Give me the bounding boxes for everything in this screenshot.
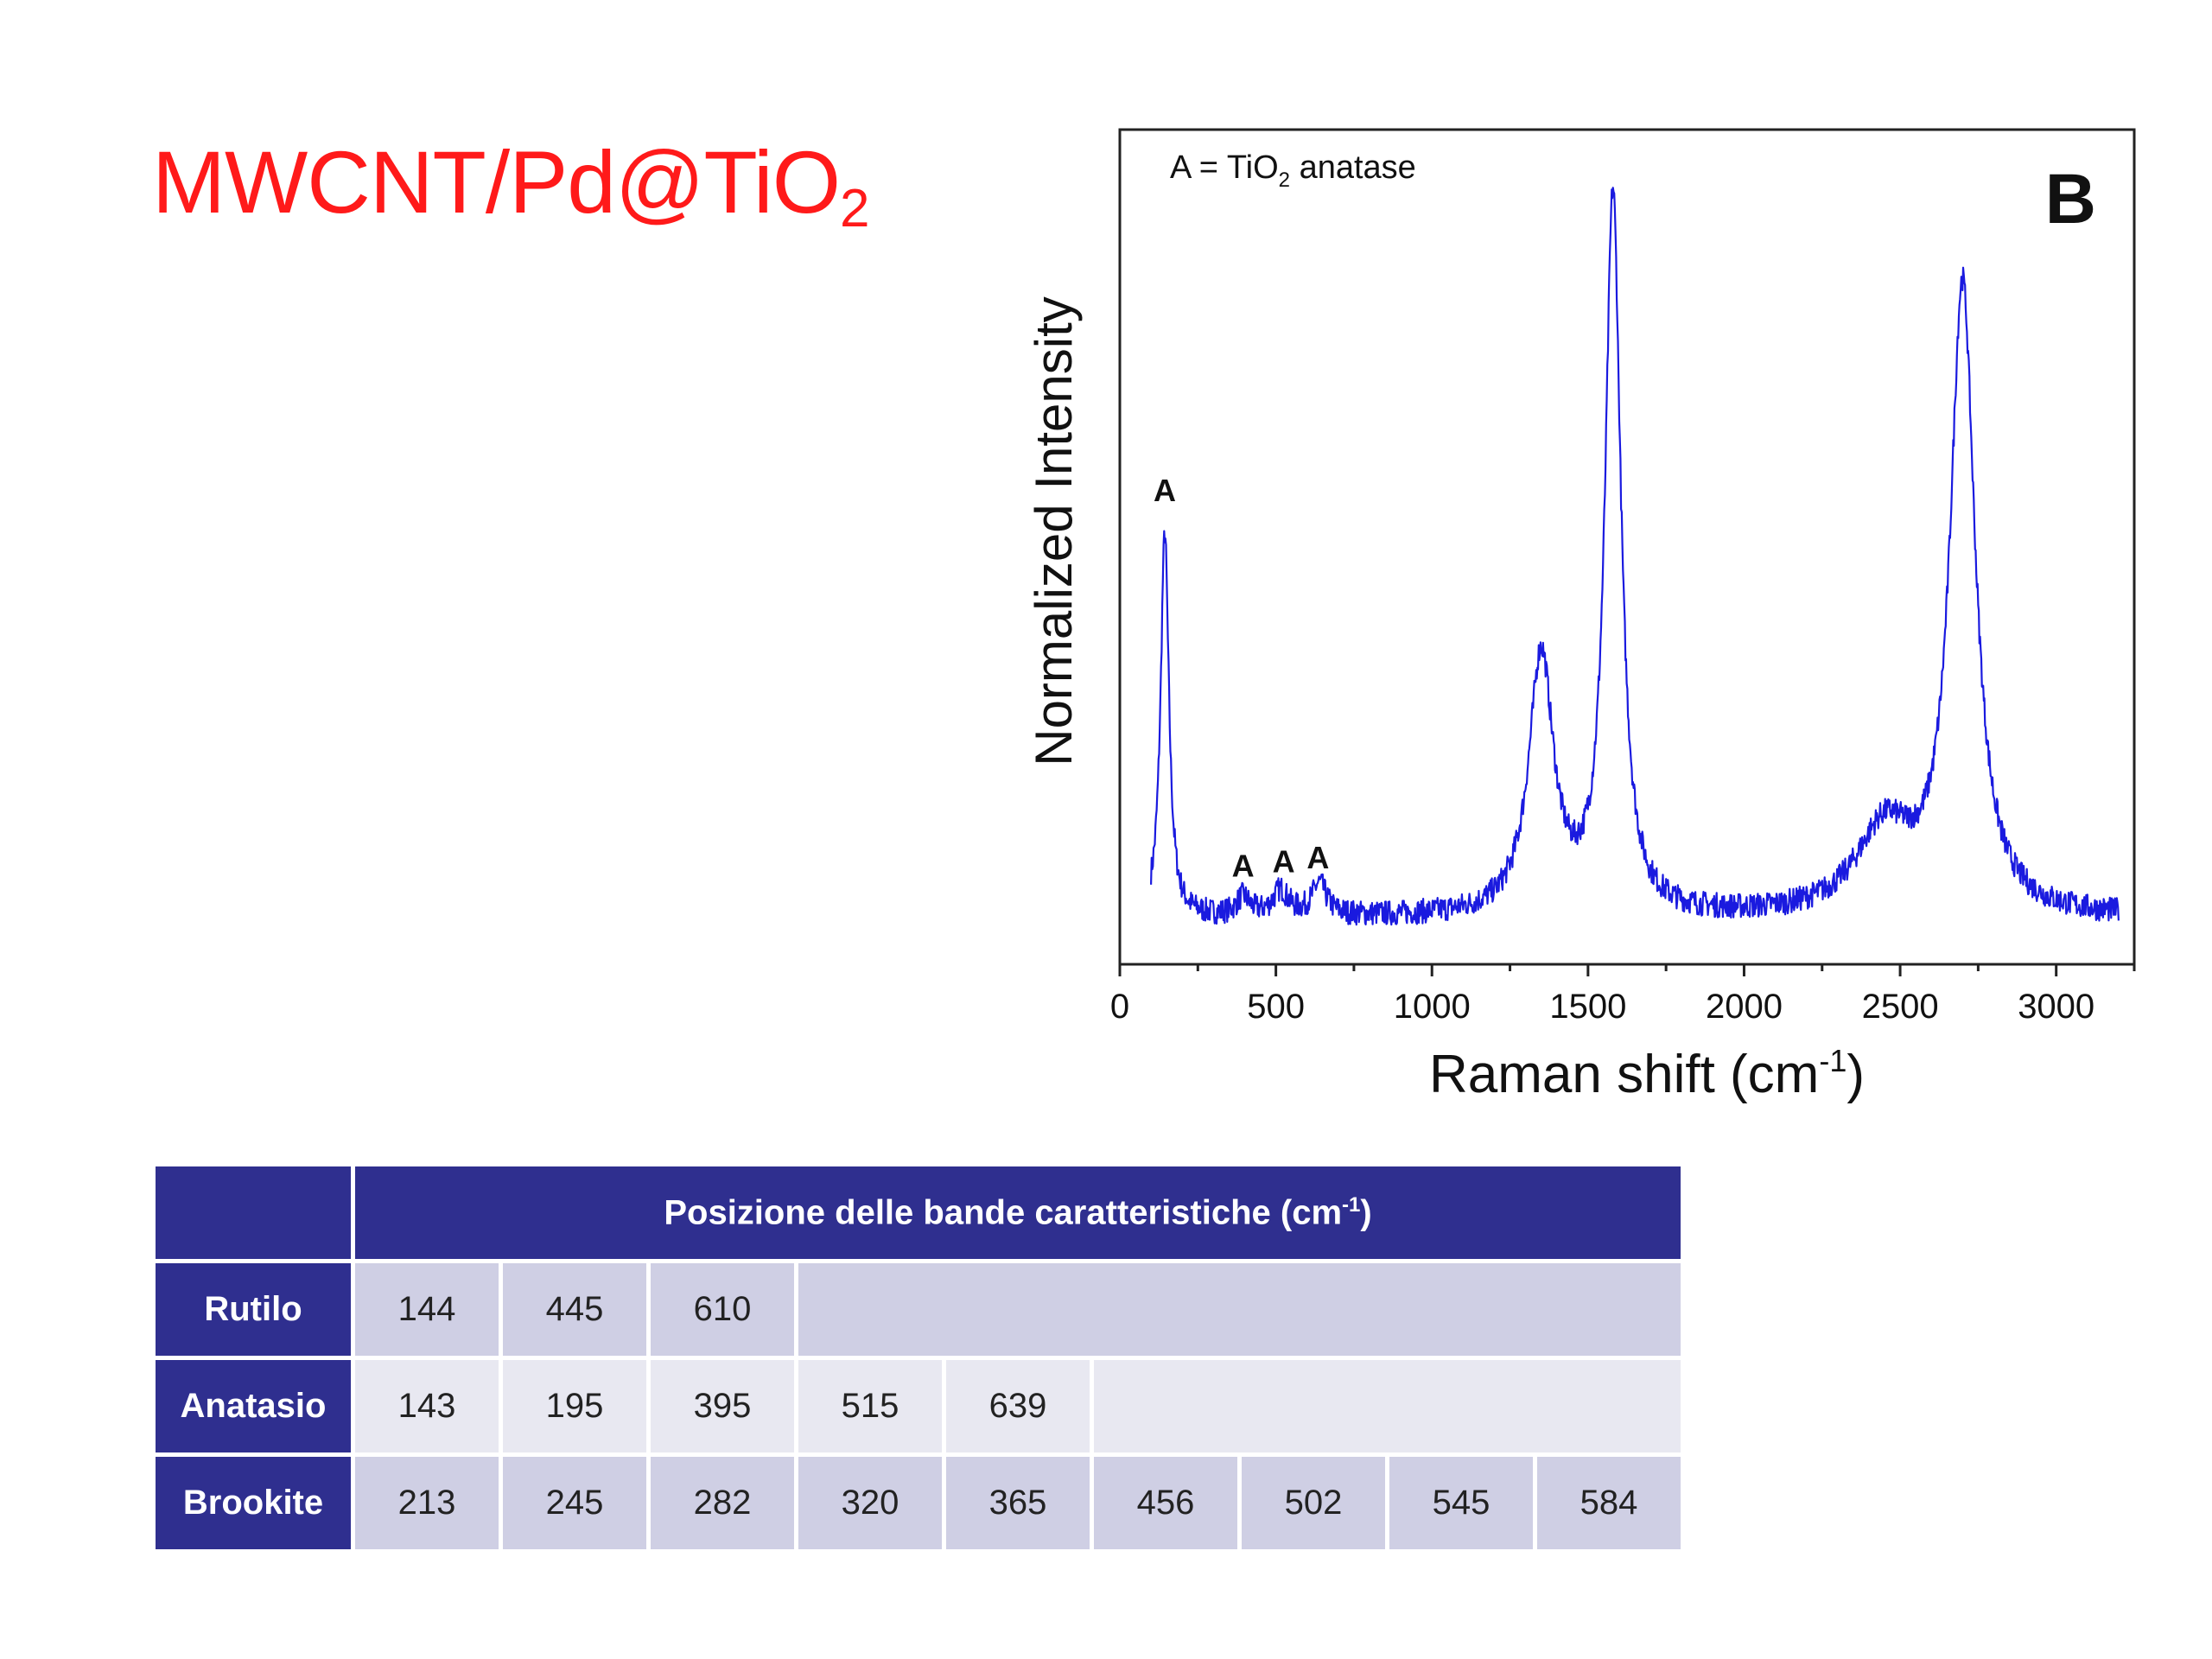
row-label: Rutilo xyxy=(156,1263,351,1356)
row-label: Brookite xyxy=(156,1457,351,1549)
table-cell: 282 xyxy=(651,1457,794,1549)
peak-annotations: AA A A xyxy=(1154,473,1329,884)
table-cell: 320 xyxy=(798,1457,942,1549)
panel-label: B xyxy=(2045,160,2096,238)
table-cell: 245 xyxy=(503,1457,646,1549)
legend-text: A = TiO2 anatase xyxy=(1170,149,1416,192)
plot-frame xyxy=(1118,128,2136,966)
peak-annotation: A xyxy=(1306,840,1329,875)
table-cell: 365 xyxy=(946,1457,1090,1549)
table-cell: 213 xyxy=(355,1457,499,1549)
table-cell: 584 xyxy=(1537,1457,1681,1549)
x-tick-label: 1000 xyxy=(1394,988,1471,1026)
table-row: Rutilo 144 445 610 xyxy=(156,1263,1681,1356)
slide-title-main: MWCNT/Pd@TiO xyxy=(152,133,841,232)
x-axis-ticks xyxy=(1118,964,2136,976)
empty-cell xyxy=(1094,1360,1681,1452)
table-header-row: Posizione delle bande caratteristiche (c… xyxy=(156,1166,1681,1259)
table-cell: 144 xyxy=(355,1263,499,1356)
y-axis-label: Normalized Intensity xyxy=(1025,296,1083,766)
table-cell: 143 xyxy=(355,1360,499,1452)
table-cell: 445 xyxy=(503,1263,646,1356)
peak-annotation: A xyxy=(1154,473,1176,508)
x-axis-label-superscript: -1 xyxy=(1819,1043,1847,1078)
x-tick-label: 0 xyxy=(1110,988,1129,1026)
table-corner-cell xyxy=(156,1166,351,1259)
x-axis-label: Raman shift (cm-1) xyxy=(1429,1043,1865,1104)
table-cell: 545 xyxy=(1389,1457,1533,1549)
x-tick-label: 2000 xyxy=(1706,988,1783,1026)
empty-cell xyxy=(798,1263,1681,1356)
table-row: Brookite 213 245 282 320 365 456 502 545… xyxy=(156,1457,1681,1549)
table-cell: 456 xyxy=(1094,1457,1237,1549)
table-cell: 515 xyxy=(798,1360,942,1452)
x-tick-label: 500 xyxy=(1247,988,1305,1026)
table-row: Anatasio 143 195 395 515 639 xyxy=(156,1360,1681,1452)
table-cell: 610 xyxy=(651,1263,794,1356)
table-header-cell: Posizione delle bande caratteristiche (c… xyxy=(355,1166,1681,1259)
peak-annotation: A xyxy=(1232,849,1255,884)
x-tick-label: 2500 xyxy=(1862,988,1939,1026)
peak-annotation: A xyxy=(1273,844,1295,880)
table-cell: 502 xyxy=(1242,1457,1385,1549)
band-positions-table: Posizione delle bande caratteristiche (c… xyxy=(151,1162,1685,1554)
slide-title-subscript: 2 xyxy=(840,179,869,238)
slide-title: MWCNT/Pd@TiO2 xyxy=(152,138,870,238)
table-cell: 195 xyxy=(503,1360,646,1452)
table-cell: 639 xyxy=(946,1360,1090,1452)
legend-text-subscript: 2 xyxy=(1279,168,1290,192)
x-axis-tick-labels: 0 500 1000 1500 2000 2500 3000 xyxy=(1110,988,2094,1026)
table-cell: 395 xyxy=(651,1360,794,1452)
spectrum-line xyxy=(1150,187,2120,926)
x-tick-label: 1500 xyxy=(1549,988,1626,1026)
row-label: Anatasio xyxy=(156,1360,351,1452)
x-tick-label: 3000 xyxy=(2018,988,2094,1026)
